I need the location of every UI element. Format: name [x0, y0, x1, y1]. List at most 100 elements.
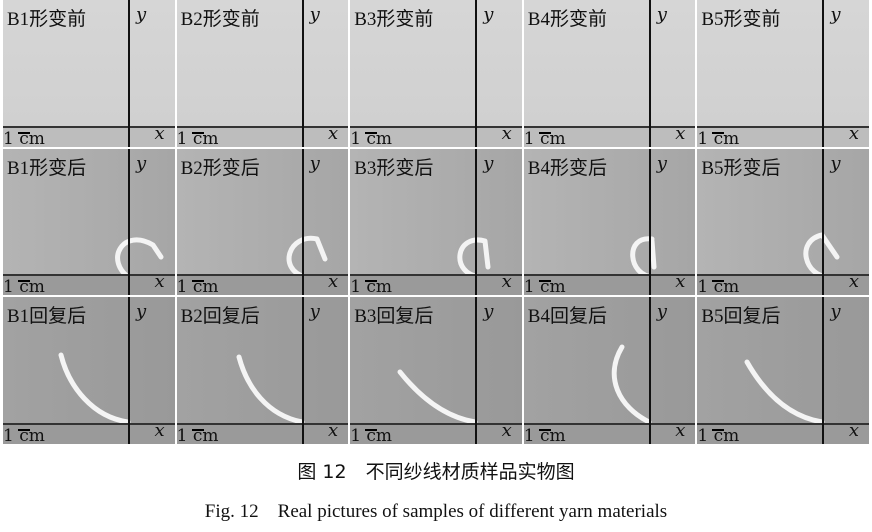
y-axis-label: y	[830, 301, 841, 322]
panel-label: B5形变前	[701, 9, 781, 30]
x-axis-label: x	[848, 420, 859, 441]
y-axis-label: y	[309, 4, 320, 25]
y-axis-line	[475, 0, 478, 147]
scale-bar-line	[191, 280, 204, 282]
scale-bar-label: 1 cm	[3, 426, 45, 444]
yarn-sample-image	[397, 369, 478, 425]
scale-bar: 1 cm	[3, 426, 45, 444]
scale-bar-line	[191, 429, 204, 431]
scale-bar-line	[712, 429, 725, 431]
yarn-sample-image	[115, 237, 164, 282]
scale-bar-line	[712, 132, 725, 134]
y-axis-line	[301, 297, 304, 444]
baseline-strip	[523, 423, 696, 444]
yarn-sample-image	[286, 235, 328, 280]
sample-photo-panel: B2回复后 y x 1 cm	[176, 297, 349, 444]
panel-label: B1形变前	[7, 9, 87, 30]
yarn-sample-image	[236, 354, 305, 425]
scale-bar-label: 1 cm	[3, 277, 45, 295]
scale-bar-line	[538, 429, 551, 431]
x-axis-label: x	[328, 123, 339, 144]
baseline-strip	[350, 126, 522, 147]
x-axis-label: x	[675, 420, 686, 441]
scale-bar-line	[712, 280, 725, 282]
scale-bar-line	[18, 132, 30, 134]
scale-bar: 1 cm	[524, 277, 566, 295]
scale-bar-line	[191, 132, 204, 134]
scale-bar-label: 1 cm	[3, 129, 45, 147]
x-axis-label: x	[501, 123, 512, 144]
baseline-strip	[3, 126, 175, 147]
x-axis-label: x	[501, 420, 512, 441]
y-axis-line	[475, 149, 478, 295]
sample-photo-panel: B3回复后 y x 1 cm	[350, 297, 522, 444]
yarn-sample-image	[58, 352, 131, 425]
x-axis-label: x	[154, 123, 165, 144]
sample-photo-panel: B5形变后 y x 1 cm	[697, 149, 869, 295]
scale-bar-label: 1 cm	[350, 129, 393, 147]
scale-bar: 1 cm	[697, 426, 739, 444]
scale-bar: 1 cm	[177, 277, 219, 295]
y-axis-label: y	[309, 153, 320, 174]
panel-label: B4形变前	[527, 9, 607, 30]
scale-bar: 1 cm	[177, 129, 219, 147]
scale-bar-label: 1 cm	[350, 277, 393, 295]
x-axis-label: x	[848, 271, 859, 292]
scale-bar: 1 cm	[697, 277, 739, 295]
sample-photo-panel: B3形变前 y x 1 cm	[350, 0, 522, 147]
scale-bar-label: 1 cm	[697, 426, 740, 444]
baseline-strip	[176, 126, 349, 147]
scale-bar: 1 cm	[350, 129, 392, 147]
panel-label: B2形变后	[180, 158, 260, 179]
x-axis-label: x	[848, 123, 859, 144]
panel-label: B5形变后	[701, 158, 781, 179]
y-axis-line	[301, 149, 304, 295]
y-axis-label: y	[483, 4, 494, 25]
panel-label: B2回复后	[180, 306, 260, 327]
scale-bar-line	[365, 280, 378, 282]
scale-bar-line	[538, 132, 551, 134]
panel-label: B3回复后	[354, 306, 434, 327]
scale-bar: 1 cm	[3, 277, 45, 295]
sample-photo-panel: B5形变前 y x 1 cm	[697, 0, 869, 147]
baseline-strip	[176, 423, 349, 444]
y-axis-line	[648, 149, 651, 295]
panel-label: B4回复后	[527, 306, 607, 327]
sample-photo-panel: B4形变前 y x 1 cm	[523, 0, 696, 147]
sample-photo-panel: B3形变后 y x 1 cm	[350, 149, 522, 295]
sample-photo-panel: B2形变前 y x 1 cm	[176, 0, 349, 147]
y-axis-label: y	[830, 153, 841, 174]
baseline-strip	[350, 423, 522, 444]
caption-english: Fig. 12 Real pictures of samples of diff…	[204, 501, 668, 522]
sample-photo-panel: B1形变前 y x 1 cm	[3, 0, 175, 147]
panel-label: B1形变后	[7, 158, 87, 179]
y-axis-label: y	[309, 301, 320, 322]
scale-bar: 1 cm	[524, 129, 566, 147]
y-axis-label: y	[656, 301, 667, 322]
panel-label: B5回复后	[701, 306, 781, 327]
x-axis-label: x	[675, 123, 686, 144]
scale-bar-label: 1 cm	[176, 277, 219, 295]
baseline-strip	[697, 126, 869, 147]
y-axis-line	[128, 297, 130, 444]
scale-bar-label: 1 cm	[176, 426, 219, 444]
baseline-strip	[697, 423, 869, 444]
panel-label: B2形变前	[180, 9, 260, 30]
scale-bar-line	[538, 280, 551, 282]
sample-photo-panel: B4回复后 y x 1 cm	[523, 297, 696, 444]
scale-bar: 1 cm	[3, 129, 45, 147]
panel-label: B1回复后	[7, 306, 87, 327]
y-axis-label: y	[656, 4, 667, 25]
y-axis-label: y	[483, 153, 494, 174]
y-axis-line	[822, 149, 825, 295]
scale-bar-line	[18, 429, 30, 431]
panel-label: B3形变后	[354, 158, 434, 179]
panel-label: B3形变前	[354, 9, 434, 30]
scale-bar: 1 cm	[350, 426, 392, 444]
scale-bar-label: 1 cm	[697, 277, 740, 295]
scale-bar-line	[365, 429, 378, 431]
baseline-strip	[523, 126, 696, 147]
scale-bar: 1 cm	[524, 426, 566, 444]
yarn-sample-image	[744, 359, 825, 425]
scale-bar-label: 1 cm	[523, 277, 566, 295]
